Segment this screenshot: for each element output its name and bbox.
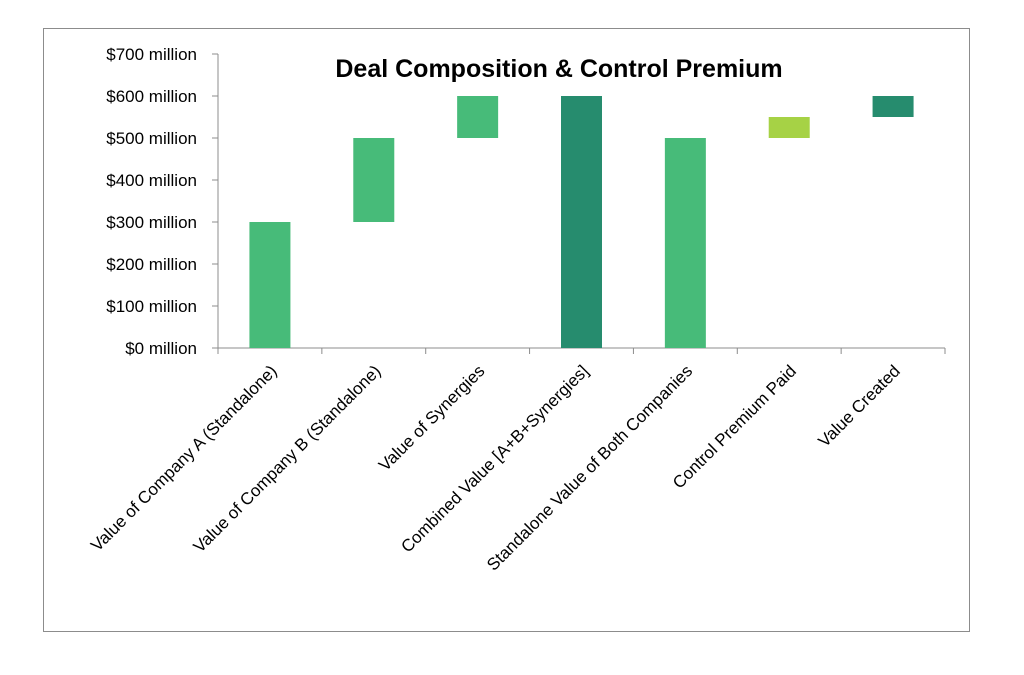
bar	[561, 96, 602, 348]
y-tick-label: $100 million	[106, 297, 197, 316]
y-tick-label: $700 million	[106, 45, 197, 64]
y-tick-label: $200 million	[106, 255, 197, 274]
category-label: Combined Value [A+B+Synergies]	[397, 361, 592, 556]
chart-svg: Deal Composition & Control Premium $0 mi…	[87, 45, 946, 574]
bar	[353, 138, 395, 222]
bars	[249, 96, 914, 348]
category-label: Value of Synergies	[375, 361, 488, 474]
bar	[768, 117, 810, 138]
y-axis: $0 million $100 million $200 million $300 m…	[106, 45, 219, 358]
y-tick-label: $400 million	[106, 171, 197, 190]
category-label: Value of Company B (Standalone)	[190, 361, 385, 556]
bar	[457, 96, 499, 138]
category-label: Value Created	[815, 361, 904, 450]
category-labels: Value of Company A (Standalone)Value of …	[87, 361, 904, 574]
x-axis	[217, 347, 946, 354]
y-tick-label: $500 million	[106, 129, 197, 148]
y-tick-label: $600 million	[106, 87, 197, 106]
bar	[664, 138, 706, 348]
y-tick-label: $0 million	[125, 339, 197, 358]
y-tick-label: $300 million	[106, 213, 197, 232]
bar	[249, 222, 291, 348]
category-label: Value of Company A (Standalone)	[87, 361, 281, 555]
chart-frame: Deal Composition & Control Premium $0 mi…	[43, 28, 970, 632]
chart-title: Deal Composition & Control Premium	[335, 55, 782, 83]
category-label: Standalone Value of Both Companies	[483, 361, 696, 574]
bar	[872, 96, 914, 117]
